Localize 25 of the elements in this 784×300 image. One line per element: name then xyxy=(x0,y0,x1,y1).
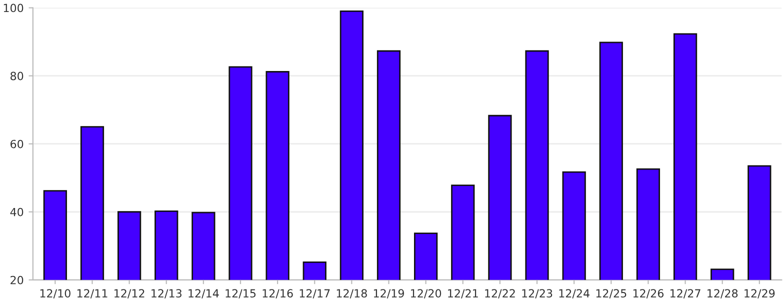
y-tick-label: 20 xyxy=(10,276,24,284)
x-tick-label: 12/21 xyxy=(448,289,478,298)
x-tick-label: 12/25 xyxy=(596,289,626,298)
x-tick-label: 12/16 xyxy=(262,289,293,298)
x-tick-label: 12/17 xyxy=(300,289,330,298)
y-tick-label: 80 xyxy=(10,72,24,80)
x-tick-label: 12/11 xyxy=(77,289,108,298)
x-tick-label: 12/23 xyxy=(522,289,552,298)
x-tick-label: 12/12 xyxy=(114,289,144,298)
x-tick-label: 12/28 xyxy=(708,289,738,298)
y-tick-label: 100 xyxy=(4,4,24,12)
x-tick-label: 12/19 xyxy=(374,289,404,298)
x-tick-label: 12/18 xyxy=(336,289,367,298)
x-tick-label: 12/15 xyxy=(226,289,256,298)
x-tick-label: 12/13 xyxy=(152,289,182,298)
y-tick-label: 60 xyxy=(10,140,24,148)
x-tick-label: 12/14 xyxy=(188,289,219,298)
x-tick-label: 12/27 xyxy=(670,289,700,298)
x-tick-label: 12/20 xyxy=(411,289,442,298)
y-tick-label: 40 xyxy=(10,208,24,216)
x-tick-label: 12/10 xyxy=(40,289,70,298)
x-tick-label: 12/22 xyxy=(485,289,515,298)
x-tick-label: 12/29 xyxy=(744,289,775,298)
x-tick-label: 12/24 xyxy=(559,289,590,298)
x-tick-label: 12/26 xyxy=(633,289,664,298)
